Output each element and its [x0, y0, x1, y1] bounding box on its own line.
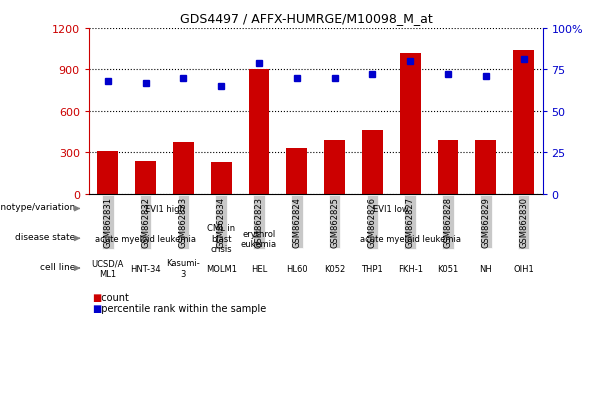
- Bar: [249, 70, 269, 194]
- Text: UCSD/A
ML1: UCSD/A ML1: [91, 259, 124, 278]
- Text: ■: ■: [92, 293, 101, 303]
- Text: Kasumi-
3: Kasumi- 3: [167, 259, 200, 278]
- Text: NH: NH: [479, 264, 492, 273]
- Text: K052: K052: [324, 264, 345, 273]
- Text: THP1: THP1: [362, 264, 383, 273]
- Text: genotype/variation: genotype/variation: [0, 203, 75, 212]
- Text: OIH1: OIH1: [513, 264, 534, 273]
- Bar: [97, 152, 118, 194]
- Text: erythrol
eukemia: erythrol eukemia: [241, 229, 277, 248]
- Text: EVI1 low: EVI1 low: [373, 204, 409, 214]
- Text: K051: K051: [438, 264, 459, 273]
- Text: disease state: disease state: [15, 233, 75, 242]
- Text: acute myeloid leukemia: acute myeloid leukemia: [95, 234, 196, 243]
- Text: MOLM1: MOLM1: [206, 264, 237, 273]
- Bar: [513, 51, 534, 194]
- Text: CML in
blast
crisis: CML in blast crisis: [207, 224, 235, 254]
- Bar: [476, 141, 496, 194]
- Bar: [211, 162, 232, 194]
- Bar: [286, 149, 307, 194]
- Text: HEL: HEL: [251, 264, 267, 273]
- Text: EVI1 high: EVI1 high: [145, 204, 185, 214]
- Bar: [135, 162, 156, 194]
- Text: count: count: [95, 293, 129, 303]
- Text: HNT-34: HNT-34: [131, 264, 161, 273]
- Text: HL60: HL60: [286, 264, 308, 273]
- Text: GDS4497 / AFFX-HUMRGE/M10098_M_at: GDS4497 / AFFX-HUMRGE/M10098_M_at: [180, 12, 433, 25]
- Bar: [324, 140, 345, 194]
- Bar: [438, 141, 459, 194]
- Text: percentile rank within the sample: percentile rank within the sample: [95, 303, 266, 313]
- Text: cell line: cell line: [40, 263, 75, 271]
- Text: ■: ■: [92, 303, 101, 313]
- Bar: [400, 54, 421, 194]
- Bar: [362, 131, 383, 194]
- Bar: [173, 142, 194, 194]
- Text: FKH-1: FKH-1: [398, 264, 423, 273]
- Text: acute myeloid leukemia: acute myeloid leukemia: [360, 234, 461, 243]
